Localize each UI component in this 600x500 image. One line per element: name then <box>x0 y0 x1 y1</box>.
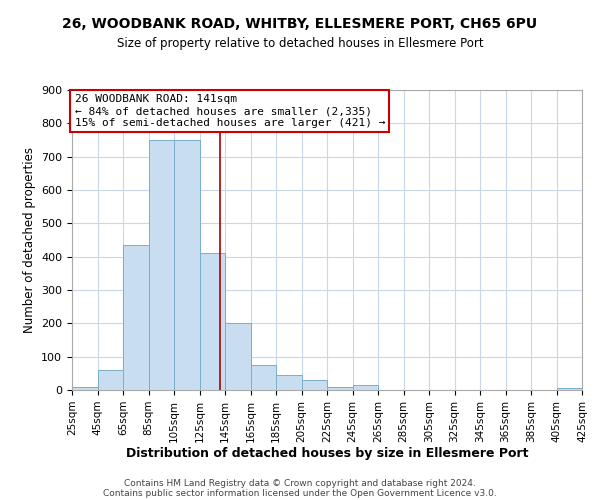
Text: Size of property relative to detached houses in Ellesmere Port: Size of property relative to detached ho… <box>116 38 484 51</box>
Bar <box>327 386 353 390</box>
Bar <box>97 370 123 390</box>
Bar <box>557 388 582 390</box>
Bar <box>123 245 149 390</box>
X-axis label: Distribution of detached houses by size in Ellesmere Port: Distribution of detached houses by size … <box>126 448 528 460</box>
Bar <box>225 324 251 390</box>
Bar <box>251 365 276 390</box>
Bar <box>174 140 199 390</box>
Bar <box>276 375 302 390</box>
Y-axis label: Number of detached properties: Number of detached properties <box>23 147 35 333</box>
Bar <box>353 385 378 390</box>
Text: 26, WOODBANK ROAD, WHITBY, ELLESMERE PORT, CH65 6PU: 26, WOODBANK ROAD, WHITBY, ELLESMERE POR… <box>62 18 538 32</box>
Bar <box>72 386 97 390</box>
Text: Contains HM Land Registry data © Crown copyright and database right 2024.: Contains HM Land Registry data © Crown c… <box>124 478 476 488</box>
Text: 26 WOODBANK ROAD: 141sqm
← 84% of detached houses are smaller (2,335)
15% of sem: 26 WOODBANK ROAD: 141sqm ← 84% of detach… <box>74 94 385 128</box>
Bar <box>200 254 225 390</box>
Bar <box>149 140 174 390</box>
Bar <box>302 380 327 390</box>
Text: Contains public sector information licensed under the Open Government Licence v3: Contains public sector information licen… <box>103 488 497 498</box>
